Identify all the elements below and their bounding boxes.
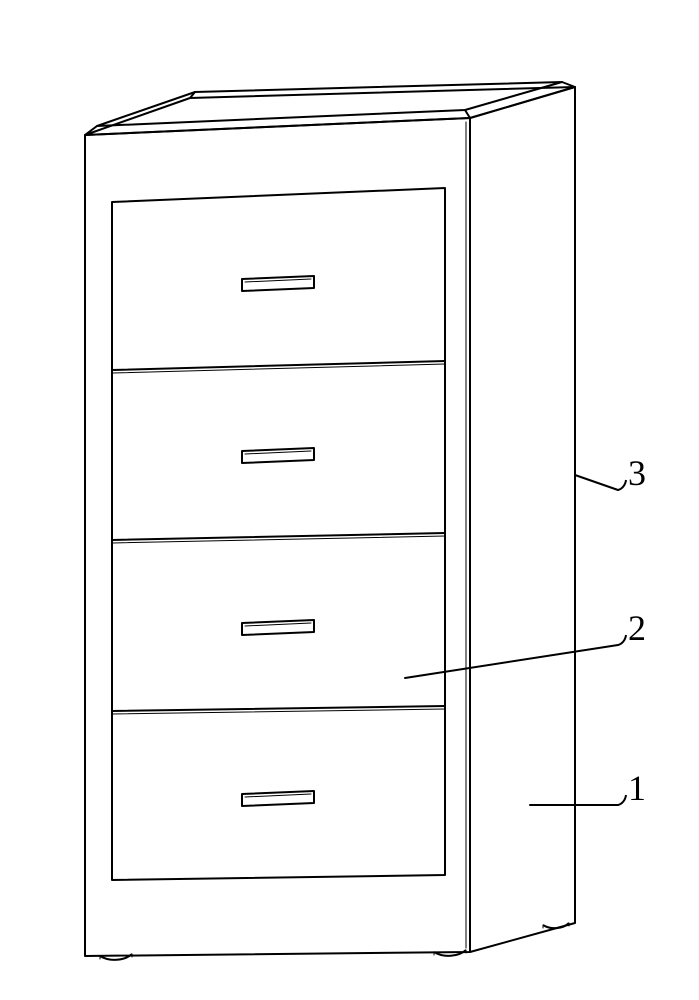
callout-label-1: 1 bbox=[628, 767, 646, 809]
callout-label-2: 2 bbox=[628, 607, 646, 649]
cabinet-svg bbox=[0, 0, 699, 1000]
callout-label-3: 3 bbox=[628, 452, 646, 494]
cabinet-diagram bbox=[0, 0, 699, 1000]
